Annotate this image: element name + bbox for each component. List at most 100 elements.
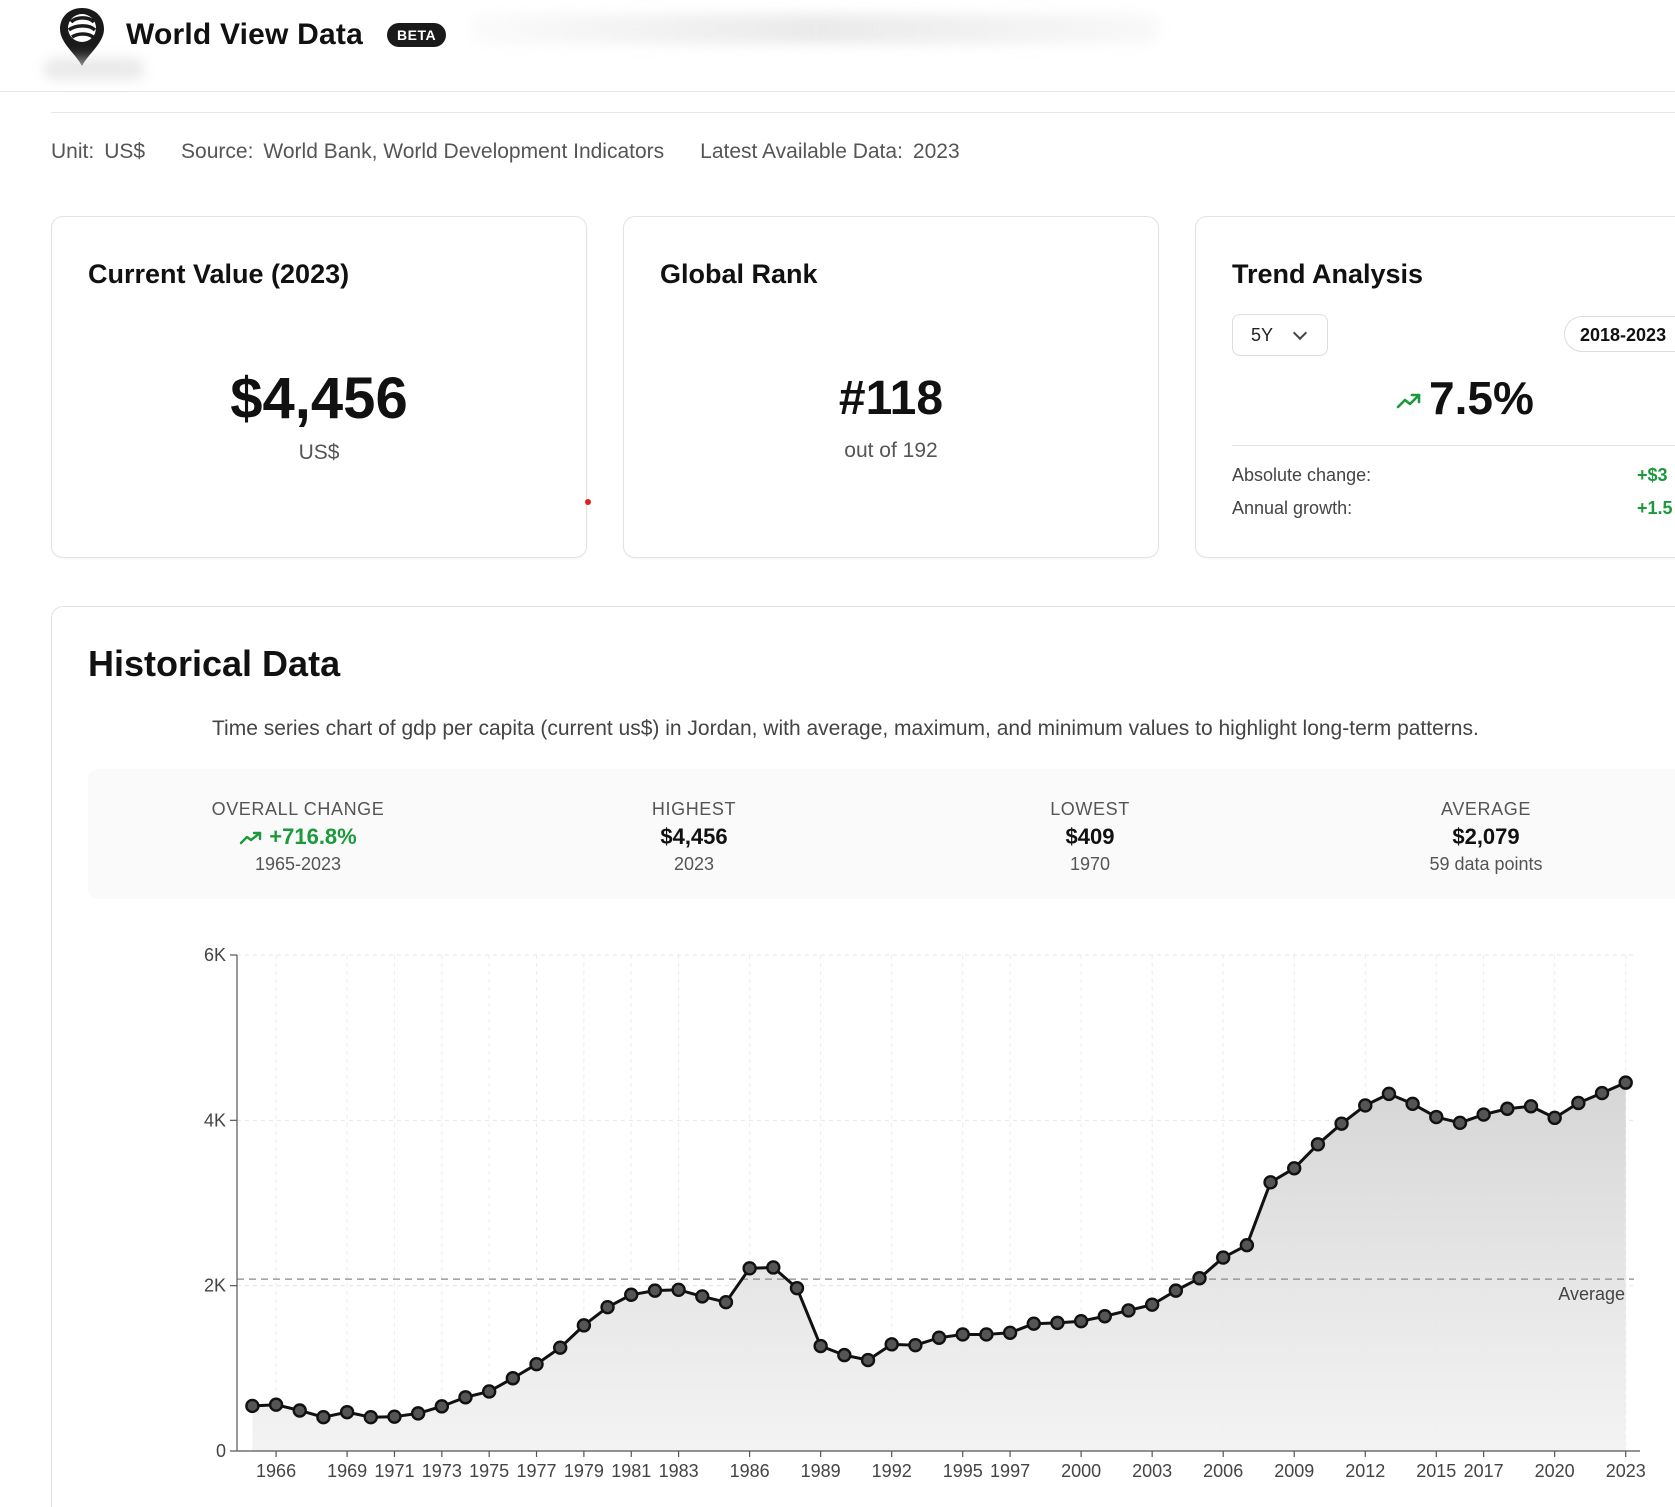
indicator-meta: Unit: US$ Source: World Bank, World Develo… bbox=[51, 140, 960, 164]
historical-title: Historical Data bbox=[88, 643, 341, 684]
stat-sub: 2023 bbox=[673, 854, 715, 874]
annual-growth-value: +1.5 bbox=[1637, 498, 1673, 518]
data-point bbox=[671, 1282, 686, 1298]
data-point bbox=[576, 1318, 592, 1333]
data-point bbox=[1476, 1107, 1491, 1122]
globe-pin-logo-icon[interactable] bbox=[58, 6, 106, 68]
data-point bbox=[363, 1409, 378, 1425]
trend-percent: 7.5% bbox=[1429, 372, 1534, 424]
data-point bbox=[789, 1280, 805, 1296]
x-tick-label: 1986 bbox=[730, 1461, 770, 1481]
data-point bbox=[813, 1338, 828, 1354]
data-point bbox=[481, 1384, 497, 1399]
trending-up-icon bbox=[240, 831, 262, 845]
y-tick-label: 6K bbox=[204, 945, 226, 965]
y-tick-label: 0 bbox=[216, 1441, 226, 1461]
y-tick-label: 4K bbox=[204, 1110, 226, 1130]
trend-divider bbox=[1232, 445, 1675, 446]
section-divider bbox=[51, 112, 1675, 113]
data-point bbox=[624, 1287, 639, 1302]
x-tick-label: 1971 bbox=[374, 1461, 414, 1481]
stat-sub: 1970 bbox=[1069, 854, 1111, 874]
absolute-change-label: Absolute change: bbox=[1232, 465, 1372, 485]
current-value-amount: $4,456 bbox=[230, 366, 408, 431]
stat-overall-change: OVERALL CHANGE +716.8% 1965-2023 bbox=[168, 799, 428, 875]
historical-data-card: Historical Data Time series chart of gdp… bbox=[51, 606, 1675, 1507]
data-point bbox=[1287, 1161, 1302, 1176]
data-point bbox=[1168, 1283, 1184, 1298]
period-dropdown[interactable]: 5Y bbox=[1232, 314, 1328, 356]
historical-description: Time series chart of gdp per capita (cur… bbox=[212, 717, 1479, 740]
stat-sub: 59 data points bbox=[1429, 854, 1543, 874]
stat-label: HIGHEST bbox=[651, 799, 737, 819]
brand-title[interactable]: World View Data bbox=[126, 18, 363, 51]
data-point bbox=[742, 1261, 757, 1276]
blurred-header-content bbox=[470, 14, 1160, 44]
data-point bbox=[553, 1340, 568, 1355]
trending-up-icon bbox=[1396, 393, 1421, 409]
data-point bbox=[316, 1409, 331, 1425]
absolute-change-value: +$3 bbox=[1637, 465, 1668, 485]
current-value-title: Current Value (2023) bbox=[88, 259, 350, 289]
data-point bbox=[1097, 1309, 1112, 1324]
data-point bbox=[1002, 1325, 1018, 1340]
data-point bbox=[908, 1337, 923, 1353]
data-point bbox=[1263, 1175, 1278, 1190]
data-point bbox=[931, 1330, 947, 1345]
data-point bbox=[718, 1294, 734, 1310]
global-rank-value: #118 bbox=[838, 372, 944, 425]
global-rank-out-of: out of 192 bbox=[844, 439, 938, 462]
stat-average: AVERAGE $2,079 59 data points bbox=[1356, 799, 1616, 875]
data-point bbox=[955, 1327, 970, 1342]
stat-value: +716.8% bbox=[168, 824, 428, 850]
x-tick-label: 1997 bbox=[990, 1461, 1030, 1481]
data-point bbox=[837, 1347, 852, 1363]
stat-label: LOWEST bbox=[1050, 799, 1130, 819]
data-point bbox=[387, 1409, 402, 1424]
data-point bbox=[434, 1399, 450, 1414]
stat-sub: 1965-2023 bbox=[254, 854, 342, 874]
data-point bbox=[529, 1356, 544, 1372]
x-tick-label: 1966 bbox=[256, 1461, 296, 1481]
data-point bbox=[1523, 1099, 1539, 1114]
x-tick-label: 2017 bbox=[1464, 1461, 1504, 1481]
stat-value: $409 bbox=[1065, 824, 1115, 849]
source-label: Source: bbox=[181, 140, 254, 163]
x-tick-label: 2012 bbox=[1345, 1461, 1385, 1481]
data-point bbox=[410, 1406, 426, 1421]
data-point bbox=[339, 1404, 355, 1420]
x-tick-label: 1975 bbox=[469, 1461, 509, 1481]
x-tick-label: 1992 bbox=[872, 1461, 912, 1481]
top-header: World View Data BETA bbox=[0, 0, 1675, 92]
x-tick-label: 1983 bbox=[659, 1461, 699, 1481]
overall-change-value: +716.8% bbox=[269, 824, 357, 849]
data-point bbox=[695, 1289, 710, 1304]
cursor-dot bbox=[585, 499, 591, 505]
summary-stats: OVERALL CHANGE +716.8% 1965-2023 HIGHEST… bbox=[88, 769, 1675, 899]
data-point bbox=[1452, 1115, 1468, 1131]
data-point bbox=[1121, 1303, 1136, 1318]
annual-growth-label: Annual growth: bbox=[1232, 498, 1353, 518]
stat-label: OVERALL CHANGE bbox=[211, 799, 385, 819]
data-point bbox=[1571, 1095, 1586, 1111]
period-dropdown-value: 5Y bbox=[1251, 325, 1274, 345]
stat-value: $2,079 bbox=[1452, 824, 1520, 849]
unit-meta: Unit: US$ bbox=[51, 140, 145, 164]
data-point bbox=[860, 1352, 876, 1368]
latest-label: Latest Available Data: bbox=[700, 140, 903, 163]
x-tick-label: 1969 bbox=[327, 1461, 367, 1481]
unit-value: US$ bbox=[104, 140, 146, 163]
current-value-card: Current Value (2023) $4,456 US$ bbox=[51, 216, 587, 558]
trend-analysis-title: Trend Analysis bbox=[1232, 259, 1424, 289]
data-point bbox=[1500, 1101, 1515, 1116]
x-tick-label: 2023 bbox=[1606, 1461, 1646, 1481]
data-point bbox=[1429, 1109, 1444, 1125]
x-tick-label: 1981 bbox=[611, 1461, 651, 1481]
data-point bbox=[766, 1260, 781, 1275]
data-point bbox=[1192, 1271, 1207, 1286]
global-rank-title: Global Rank bbox=[660, 259, 818, 289]
data-point bbox=[268, 1397, 284, 1412]
data-point bbox=[1215, 1250, 1231, 1265]
data-point bbox=[292, 1403, 307, 1418]
